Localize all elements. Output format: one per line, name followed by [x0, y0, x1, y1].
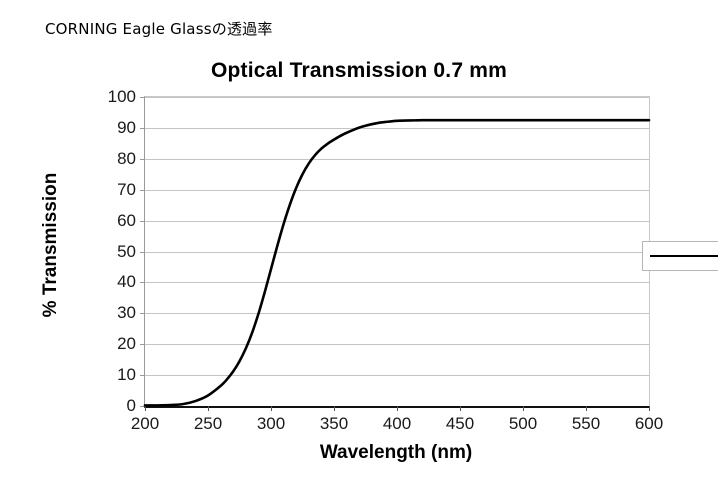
- y-tick-label-50: 50: [117, 241, 136, 261]
- gridline-y-60: [145, 220, 649, 222]
- x-tick-mark-400: [397, 406, 398, 411]
- x-axis-title: Wavelength (nm): [319, 442, 473, 463]
- plot-area: 0 10 20 30 40 50 60 70 80 90 100 200 250 300 350 400 45…: [108, 87, 718, 433]
- y-tick-mark-30: [140, 313, 145, 315]
- y-tick-label-30: 30: [117, 303, 136, 323]
- x-tick-label-600: 600: [634, 414, 664, 433]
- gridline-y-30: [145, 313, 649, 315]
- gridline-y-90: [145, 127, 649, 129]
- x-tick-label-550: 550: [571, 414, 601, 433]
- x-tick-label-350: 350: [319, 414, 349, 433]
- y-tick-mark-70: [140, 189, 145, 191]
- y-axis-title: % Transmission: [40, 172, 61, 318]
- y-tick-mark-40: [140, 282, 145, 284]
- x-tick-label-500: 500: [508, 414, 538, 433]
- x-tick-mark-600: [649, 406, 650, 411]
- x-tick-mark-300: [271, 406, 272, 411]
- x-tick-mark-350: [334, 406, 335, 411]
- x-tick-label-400: 400: [382, 414, 412, 433]
- y-tick-mark-100: [140, 97, 145, 98]
- y-tick-label-0: 0: [126, 396, 136, 415]
- chart-legend: 0.7mm: [642, 241, 718, 271]
- gridline-y-10: [145, 375, 649, 377]
- y-tick-mark-90: [140, 127, 145, 129]
- y-tick-label-100: 100: [107, 87, 136, 106]
- gridline-y-80: [145, 158, 649, 160]
- figure-caption: CORNING Eagle Glassの透過率: [45, 20, 273, 38]
- y-tick-mark-50: [140, 251, 145, 253]
- x-tick-mark-450: [460, 406, 461, 411]
- y-tick-label-60: 60: [117, 210, 136, 230]
- x-tick-mark-200: [145, 406, 146, 411]
- y-tick-mark-60: [140, 220, 145, 222]
- gridline-y-40: [145, 282, 649, 284]
- y-tick-mark-20: [140, 344, 145, 346]
- y-tick-mark-80: [140, 158, 145, 160]
- y-tick-label-70: 70: [117, 179, 136, 199]
- gridline-y-70: [145, 189, 649, 191]
- y-tick-label-80: 80: [117, 148, 136, 168]
- x-tick-mark-500: [523, 406, 524, 411]
- x-tick-mark-550: [586, 406, 587, 411]
- y-tick-mark-10: [140, 375, 145, 377]
- gridline-y-100: [145, 97, 649, 98]
- y-tick-label-10: 10: [117, 365, 136, 385]
- y-tick-label-40: 40: [117, 272, 136, 292]
- data-series-line-0.7mm: [145, 97, 649, 406]
- gridline-y-50: [145, 251, 649, 253]
- legend-line-swatch: [650, 255, 718, 257]
- gridline-y-20: [145, 344, 649, 346]
- y-tick-label-20: 20: [117, 334, 136, 354]
- y-tick-mark-0: [140, 406, 145, 407]
- chart-figure: Optical Transmission 0.7 mm % Transmissi…: [0, 44, 718, 483]
- chart-title: Optical Transmission 0.7 mm: [210, 59, 507, 82]
- x-tick-label-300: 300: [256, 414, 286, 433]
- x-tick-label-250: 250: [193, 414, 223, 433]
- x-tick-label-200: 200: [130, 414, 160, 433]
- x-tick-label-450: 450: [445, 414, 475, 433]
- y-tick-label-90: 90: [117, 117, 136, 137]
- x-tick-mark-250: [208, 406, 209, 411]
